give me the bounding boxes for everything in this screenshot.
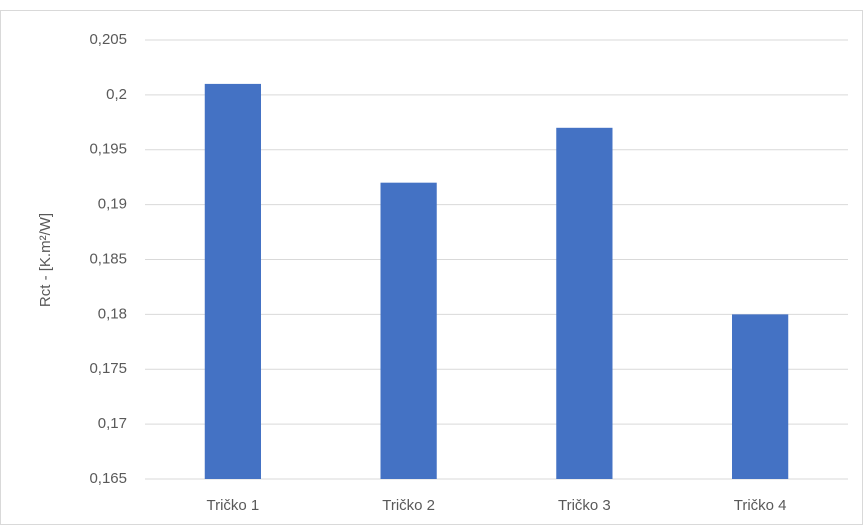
y-axis-label: Rct - [K.m²/W] (37, 213, 54, 307)
x-tick-label: Tričko 3 (558, 497, 611, 514)
bar (732, 314, 789, 479)
bar (380, 182, 437, 480)
y-tick-label: 0,185 (89, 250, 127, 267)
y-tick-label: 0,2 (106, 86, 127, 103)
y-tick-label: 0,175 (89, 360, 127, 377)
bar (556, 127, 613, 480)
y-tick-label: 0,19 (98, 196, 127, 213)
y-tick-label: 0,18 (98, 305, 127, 322)
y-tick-label: 0,205 (89, 31, 127, 48)
x-tick-label: Tričko 1 (206, 497, 259, 514)
bar (204, 83, 261, 480)
x-tick-label: Tričko 4 (734, 497, 787, 514)
x-tick-label: Tričko 2 (382, 497, 435, 514)
y-tick-label: 0,17 (98, 415, 127, 432)
y-tick-label: 0,165 (89, 470, 127, 487)
y-tick-label: 0,195 (89, 141, 127, 158)
